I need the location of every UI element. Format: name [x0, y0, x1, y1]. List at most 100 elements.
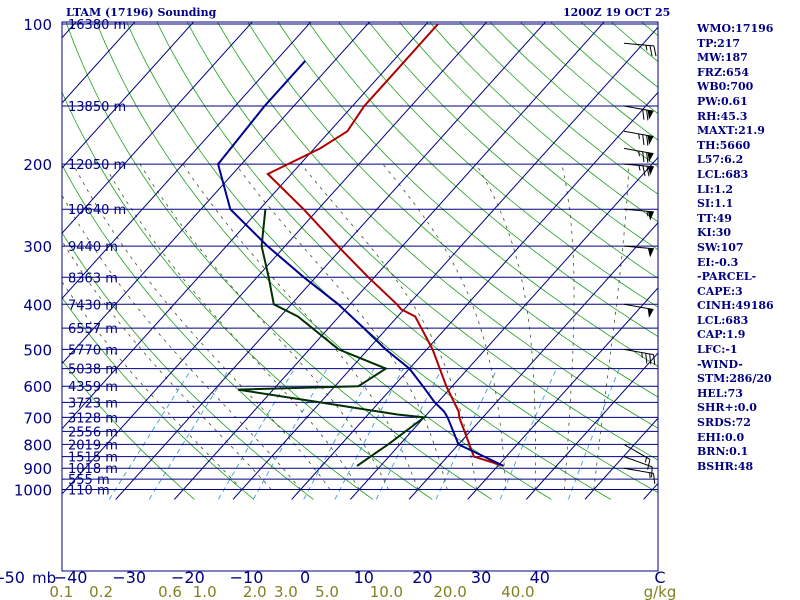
index-item: WB0:700 — [697, 80, 754, 94]
index-item: MW:187 — [697, 51, 748, 65]
isotherm — [62, 22, 253, 235]
dry-adiabat — [62, 360, 195, 500]
wind-barb — [623, 42, 657, 57]
wind-barb-flag — [642, 165, 646, 177]
temperature-tick-label: 20 — [412, 568, 432, 587]
wind-barb-flag — [649, 45, 653, 56]
isotherm — [62, 22, 136, 104]
isotherm — [62, 22, 371, 365]
height-label: 3723 m — [68, 396, 118, 411]
height-label: 8363 m — [68, 271, 118, 286]
wind-barb — [623, 130, 654, 146]
height-label: 12050 m — [68, 158, 126, 173]
profile-temperature — [266, 23, 504, 467]
height-label: 10640 m — [68, 203, 126, 218]
sounding-time: 1200Z 19 OCT 25 — [563, 6, 671, 19]
pressure-label: 800 — [23, 436, 52, 454]
wind-barb — [623, 456, 653, 478]
index-item: CAPE:3 — [697, 284, 743, 298]
profile-dewpoint — [237, 209, 427, 467]
pressure-label: 100 — [23, 16, 52, 34]
mixing-ratio-label: 5.0 — [315, 583, 339, 600]
index-item: BSHR:48 — [697, 459, 754, 473]
index-item: LCL:683 — [697, 167, 749, 181]
wind-barb-shaft — [623, 42, 654, 47]
wind-barb-half — [638, 150, 640, 157]
temperature-tick-label: 10 — [354, 568, 374, 587]
index-item: RH:45.3 — [697, 109, 748, 123]
index-item: SHR+:0.0 — [697, 401, 757, 415]
height-label: 2556 m — [68, 425, 118, 440]
pressure-label: 1000 — [14, 482, 52, 500]
mixing-ratio-label: 2.0 — [243, 583, 267, 600]
wind-barb-half — [645, 45, 648, 51]
wind-barb-flag — [653, 45, 657, 57]
isotherm — [62, 22, 488, 495]
index-item: CAP:1.9 — [697, 328, 746, 342]
profile-parcel — [217, 60, 505, 467]
dry-adiabat — [186, 22, 658, 461]
index-item: CINH:49186 — [697, 299, 774, 313]
mixing-ratio-label: 1.0 — [193, 583, 217, 600]
gkg-label: g/kg — [644, 583, 677, 600]
wind-barb-flag — [649, 353, 652, 365]
wind-barb-pennant — [647, 152, 654, 162]
index-item: SRDS:72 — [697, 416, 751, 430]
index-item: -WIND- — [697, 357, 743, 371]
wind-barb-shaft — [623, 467, 654, 474]
moist-adiabat — [235, 163, 448, 490]
wind-barb-flag — [646, 109, 649, 121]
pressure-label: 700 — [23, 409, 52, 427]
height-label: 110 m — [68, 484, 110, 499]
height-label: 5038 m — [68, 363, 118, 378]
wind-barb — [623, 163, 654, 177]
moist-adiabat — [182, 163, 419, 490]
mixing-ratio-label: 40.0 — [501, 583, 534, 600]
index-item: SW:107 — [697, 240, 744, 254]
index-item: L57:6.2 — [697, 153, 744, 167]
wind-barb — [623, 348, 656, 366]
isotherm — [174, 22, 605, 500]
index-item: TH:5660 — [697, 138, 751, 152]
wind-barb — [623, 208, 654, 221]
height-label: 5770 m — [68, 343, 118, 358]
mb-label: mb — [32, 569, 56, 587]
index-item: FRZ:654 — [697, 65, 750, 79]
pressure-label: 300 — [23, 238, 52, 256]
wind-barb-half — [646, 211, 649, 217]
height-label: 1515 m — [68, 451, 118, 466]
temperature-tick-label: 40 — [530, 568, 550, 587]
height-label: 4359 m — [68, 380, 118, 395]
mixing-ratio-line — [252, 368, 328, 500]
index-item: PW:0.61 — [697, 94, 748, 108]
index-item: LCL:683 — [697, 313, 749, 327]
temperature-tick-label: 0 — [300, 568, 310, 587]
temperature-tick-label: −10 — [230, 568, 264, 587]
wind-barb-half — [649, 472, 651, 478]
isotherm — [525, 352, 658, 500]
station-title: LTAM (17196) Sounding — [66, 6, 217, 19]
index-item: KI:30 — [697, 226, 732, 240]
temperature-tick-label: 30 — [471, 568, 491, 587]
pressure-label: 200 — [23, 156, 52, 174]
wind-barb-pennant — [647, 248, 654, 258]
mixing-ratio-label: 0.1 — [49, 583, 73, 600]
wind-barb — [623, 303, 654, 318]
isotherm — [62, 22, 312, 300]
mixing-ratio-line — [375, 368, 443, 500]
height-label: 9440 m — [68, 240, 118, 255]
isotherm — [115, 22, 547, 500]
moist-adiabat — [139, 163, 389, 490]
wind-barb-pennant — [647, 211, 654, 221]
index-item: EHI:0.0 — [697, 430, 745, 444]
moist-adiabat — [103, 163, 360, 490]
index-item: LFC:-1 — [697, 343, 738, 357]
index-item: LI:1.2 — [697, 182, 734, 196]
wind-barb-pennant — [647, 308, 654, 318]
height-label: 13850 m — [68, 100, 126, 115]
index-item: -PARCEL- — [697, 270, 757, 284]
mixing-ratio-line — [567, 368, 620, 500]
mixing-ratio-line — [334, 368, 404, 500]
wind-barb-flag — [645, 353, 648, 364]
